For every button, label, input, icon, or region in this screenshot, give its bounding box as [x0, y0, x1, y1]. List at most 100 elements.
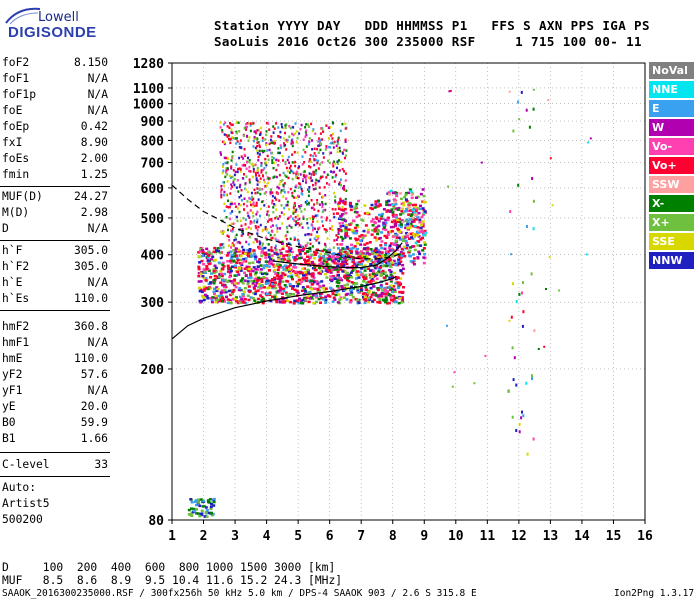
echo-pixel [376, 258, 380, 262]
echo-pixel [508, 319, 511, 322]
param-name: fmin [2, 168, 30, 181]
echo-pixel [299, 182, 302, 186]
echo-pixel [273, 294, 277, 297]
echo-pixel [247, 156, 249, 160]
param-name: hmF1 [2, 336, 30, 349]
echo-pixel [279, 144, 282, 147]
legend-item: Vo- [649, 138, 694, 155]
echo-pixel [371, 272, 375, 276]
echo-pixel [391, 203, 395, 207]
echo-pixel [405, 242, 409, 245]
echo-pixel [257, 141, 260, 144]
echo-pixel [262, 200, 265, 203]
echo-pixel [324, 301, 328, 304]
echo-pixel [251, 269, 255, 273]
echo-pixel [298, 252, 302, 256]
echo-pixel [282, 137, 285, 140]
echo-pixel [330, 134, 333, 137]
echo-pixel [305, 129, 308, 132]
echo-pixel [306, 255, 309, 258]
echo-pixel [347, 228, 351, 231]
echo-pixel [241, 252, 245, 255]
echo-pixel [422, 208, 426, 212]
echo-pixel [357, 301, 361, 304]
echo-pixel [219, 243, 222, 246]
echo-pixel [247, 226, 250, 229]
echo-pixel [407, 205, 411, 209]
echo-pixel [322, 224, 324, 228]
echo-pixel [404, 193, 408, 196]
echo-pixel [353, 210, 357, 214]
echo-pixel [374, 216, 378, 219]
echo-pixel [401, 239, 405, 243]
echo-pixel [254, 290, 258, 293]
echo-pixel [249, 250, 253, 254]
echo-pixel [337, 293, 341, 296]
echo-pixel [363, 256, 367, 259]
echo-pixel [229, 289, 233, 292]
echo-pixel [310, 261, 314, 264]
echo-pixel [256, 220, 259, 224]
echo-pixel [289, 300, 293, 304]
echo-pixel [337, 278, 341, 282]
echo-pixel [402, 203, 406, 207]
echo-pixel [304, 126, 307, 129]
echo-pixel [324, 258, 328, 261]
echo-pixel [226, 260, 230, 263]
echo-pixel [321, 220, 324, 223]
echo-pixel [313, 215, 315, 219]
echo-pixel [336, 289, 340, 292]
echo-pixel [238, 202, 240, 206]
echo-pixel [558, 289, 561, 292]
echo-pixel [297, 282, 300, 286]
echo-pixel [384, 251, 388, 255]
echo-pixel [398, 297, 402, 300]
echo-pixel [408, 218, 412, 221]
echo-pixel [268, 177, 271, 180]
echo-pixel [379, 266, 382, 269]
echo-pixel [290, 142, 293, 145]
echo-pixel [240, 146, 243, 150]
echo-pixel [209, 258, 213, 261]
echo-pixel [192, 507, 196, 511]
echo-pixel [374, 200, 378, 203]
echo-pixel [255, 238, 258, 241]
echo-pixel [212, 504, 216, 507]
echo-pixel [328, 145, 330, 149]
echo-pixel [332, 165, 335, 168]
muf-row: MUF 8.5 8.6 8.9 9.5 10.4 11.6 15.2 24.3 … [2, 574, 343, 587]
echo-pixel [256, 152, 259, 155]
echo-pixel [298, 165, 301, 168]
echo-pixel [218, 275, 221, 279]
echo-pixel [410, 193, 414, 197]
echo-pixel [291, 161, 294, 164]
echo-pixel [275, 175, 278, 179]
echo-pixel [346, 247, 350, 250]
echo-pixel [382, 256, 386, 259]
echo-pixel [252, 197, 255, 200]
echo-pixel [377, 224, 381, 228]
echo-pixel [362, 277, 366, 281]
echo-pixel [522, 414, 525, 418]
echo-pixel [244, 274, 248, 278]
echo-pixel [341, 122, 344, 126]
echo-pixel [358, 270, 362, 274]
echo-pixel [229, 212, 232, 215]
param-row: yE 20.0 [2, 400, 108, 416]
legend-item: SSE [649, 233, 694, 250]
echo-pixel [315, 235, 318, 238]
echo-pixel [312, 188, 315, 191]
echo-pixel [318, 144, 321, 147]
echo-pixel [255, 177, 258, 180]
echo-pixel [240, 234, 243, 237]
echo-pixel [395, 236, 399, 239]
echo-pixel [328, 258, 332, 261]
echo-pixel [283, 258, 287, 261]
echo-pixel [371, 300, 375, 303]
echo-pixel [291, 277, 294, 281]
echo-pixel [281, 280, 285, 283]
legend-item: Vo+ [649, 157, 694, 174]
echo-pixel [387, 260, 391, 264]
echo-pixel [383, 247, 387, 250]
echo-pixel [361, 219, 365, 222]
